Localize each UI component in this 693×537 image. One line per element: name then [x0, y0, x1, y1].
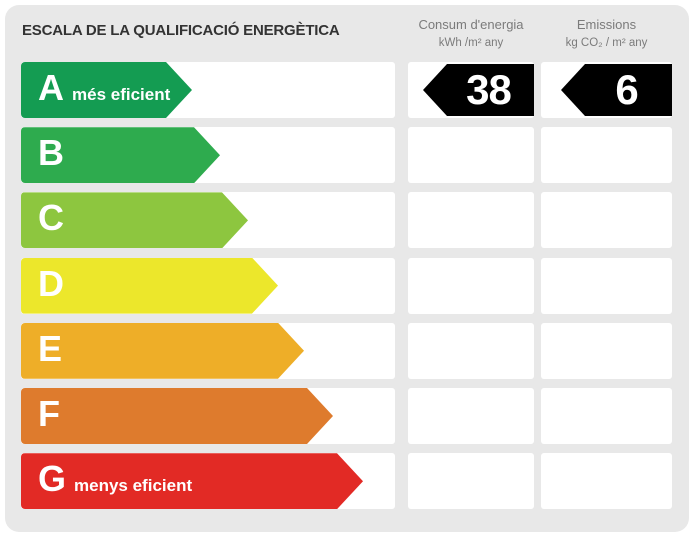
emissions-cell: 6	[541, 62, 672, 118]
emissions-cell	[541, 257, 672, 314]
grade-letter: G	[38, 458, 66, 500]
grade-letter: F	[38, 393, 59, 434]
consum-cell: 38	[408, 62, 534, 118]
emissions-value-badge: 6	[561, 64, 672, 116]
consum-header-label: Consum d'energia	[418, 17, 524, 32]
grade-letter: B	[38, 132, 63, 174]
consum-header-unit: kWh /m² any	[438, 37, 504, 49]
grade-bar-cell: E	[21, 322, 395, 379]
scale-row-e: E	[5, 322, 689, 379]
page-title: ESCALA DE LA QUALIFICACIÓ ENERGÈTICA	[22, 22, 340, 39]
consum-cell	[408, 388, 534, 444]
emissions-header-label: Emissions	[576, 17, 637, 32]
consum-value: 38	[466, 66, 512, 113]
grade-note: més eficient	[72, 85, 171, 104]
consum-cell	[408, 127, 534, 184]
column-header-emissions: Emissions kg CO₂ / m² any	[536, 17, 677, 51]
scale-row-f: F	[5, 388, 689, 444]
grade-arrow-b: B	[21, 127, 220, 183]
consum-cell	[408, 192, 534, 249]
emissions-cell	[541, 192, 672, 249]
consum-value-badge: 38	[423, 64, 534, 116]
scale-row-b: B	[5, 127, 689, 184]
emissions-cell	[541, 322, 672, 379]
grade-note: menys eficient	[74, 476, 193, 496]
grade-bar-cell: F	[21, 388, 395, 444]
emissions-cell	[541, 388, 672, 444]
scale-row-c: C	[5, 192, 689, 249]
consum-cell	[408, 453, 534, 510]
emissions-cell	[541, 127, 672, 184]
grade-arrow-c: C	[21, 192, 248, 248]
scale-card: ESCALA DE LA QUALIFICACIÓ ENERGÈTICA Con…	[5, 5, 689, 532]
grade-arrow-d: D	[21, 258, 278, 314]
consum-cell	[408, 257, 534, 314]
scale-row-d: D	[5, 257, 689, 314]
grade-arrow-e: E	[21, 323, 304, 379]
grade-letter: E	[38, 327, 62, 369]
grade-arrow-f: F	[21, 388, 333, 444]
consum-cell	[408, 322, 534, 379]
grade-letter: D	[38, 262, 63, 304]
emissions-cell	[541, 453, 672, 510]
grade-letter: C	[38, 197, 63, 239]
grade-bar-cell: B	[21, 127, 395, 184]
emissions-header-unit: kg CO₂ / m² any	[565, 37, 648, 49]
emissions-value: 6	[615, 66, 638, 113]
grade-letter: A	[38, 67, 63, 108]
grade-bar-cell: D	[21, 257, 395, 314]
column-header-consum: Consum d'energia kWh /m² any	[403, 17, 539, 51]
grade-bar-cell: C	[21, 192, 395, 249]
